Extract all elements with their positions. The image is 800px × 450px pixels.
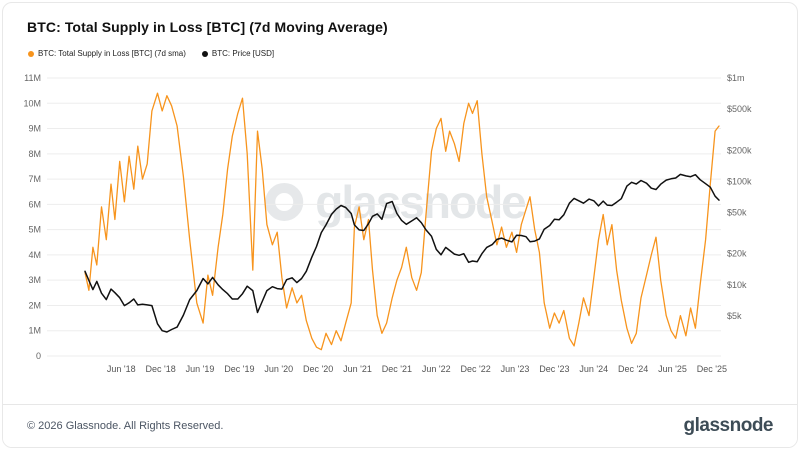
right-axis-tick: $10k — [727, 280, 747, 290]
right-axis-tick: $5k — [727, 311, 742, 321]
right-axis-tick: $50k — [727, 208, 747, 218]
x-axis-tick: Dec '20 — [303, 364, 333, 374]
x-axis-tick: Jun '21 — [343, 364, 372, 374]
footer: © 2026 Glassnode. All Rights Reserved. g… — [3, 404, 797, 447]
x-axis-tick: Jun '25 — [658, 364, 687, 374]
copyright-text: © 2026 Glassnode. All Rights Reserved. — [27, 420, 224, 432]
x-axis-tick: Jun '24 — [579, 364, 608, 374]
x-axis-tick: Jun '23 — [501, 364, 530, 374]
chart-canvas[interactable]: 0 1M 2M 3M 4M 5M 6M 7M 8M 9M 10M 11M $5k $10k $20k $50k… — [3, 60, 798, 378]
left-axis-tick: 2M — [28, 300, 41, 310]
legend-color-dot-icon — [28, 50, 34, 57]
left-axis-tick: 0 — [36, 351, 41, 361]
series-line-0[interactable] — [84, 92, 720, 351]
x-axis-tick: Dec '22 — [461, 364, 491, 374]
left-axis-tick: 11M — [24, 73, 41, 83]
left-axis-tick: 5M — [28, 225, 41, 235]
x-axis-tick: Dec '21 — [382, 364, 412, 374]
left-axis-tick: 10M — [23, 98, 41, 108]
x-axis-tick: Jun '20 — [264, 364, 293, 374]
right-axis-tick: $500k — [727, 104, 752, 114]
x-axis-tick: Dec '18 — [145, 364, 175, 374]
right-axis-tick: $1m — [727, 73, 745, 83]
left-axis-tick: 9M — [28, 124, 41, 134]
left-axis-tick: 1M — [28, 326, 41, 336]
x-axis-tick: Jun '19 — [186, 364, 215, 374]
x-axis-tick: Dec '19 — [224, 364, 254, 374]
left-axis-tick: 7M — [28, 174, 41, 184]
left-axis-tick: 3M — [28, 275, 41, 285]
left-axis-tick: 8M — [28, 149, 41, 159]
right-axis-tick: $200k — [727, 145, 752, 155]
right-axis-tick: $100k — [727, 176, 752, 186]
x-axis-tick: Dec '24 — [618, 364, 648, 374]
chart-area: glassnode 0 1M 2M 3M 4M 5M 6M 7M 8M 9M 10M 11M $5k $1… — [3, 60, 797, 378]
x-axis-tick: Jun '18 — [107, 364, 136, 374]
legend-color-dot-icon — [201, 50, 208, 57]
x-axis-tick: Jun '22 — [422, 364, 451, 374]
right-axis-tick: $20k — [727, 249, 747, 259]
legend-item-price[interactable]: BTC: Price [USD] — [201, 49, 275, 58]
page-title: BTC: Total Supply in Loss [BTC] (7d Movi… — [27, 19, 388, 35]
legend-label: BTC: Total Supply in Loss [BTC] (7d sma) — [38, 49, 186, 58]
legend-label: BTC: Price [USD] — [211, 49, 275, 58]
series-line-1[interactable] — [84, 173, 720, 333]
left-axis-tick: 4M — [28, 250, 41, 260]
header: BTC: Total Supply in Loss [BTC] (7d Movi… — [3, 3, 797, 58]
x-axis-tick: Dec '23 — [539, 364, 569, 374]
legend: BTC: Total Supply in Loss [BTC] (7d sma)… — [28, 49, 773, 58]
brand-logo: glassnode — [683, 415, 774, 436]
left-axis-tick: 6M — [28, 199, 41, 209]
legend-item-supply-in-loss[interactable]: BTC: Total Supply in Loss [BTC] (7d sma) — [28, 49, 186, 58]
x-axis-tick: Dec '25 — [697, 364, 727, 374]
